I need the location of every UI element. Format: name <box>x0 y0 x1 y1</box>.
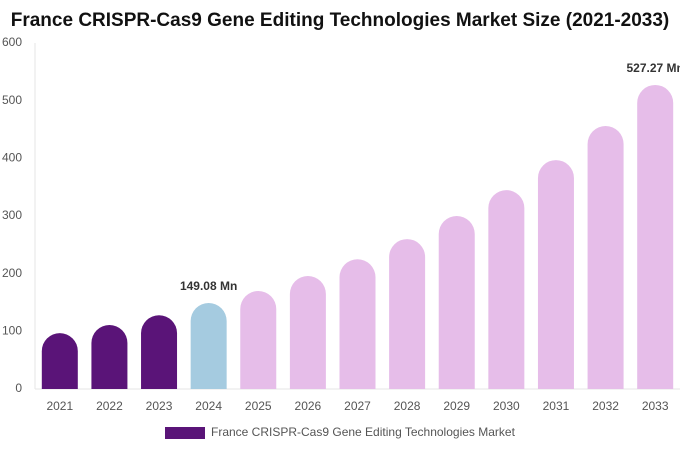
bar <box>488 190 525 389</box>
x-tick-label: 2033 <box>642 399 669 413</box>
y-tick-label: 600 <box>2 35 22 49</box>
x-tick-label: 2021 <box>46 399 73 413</box>
value-label: 527.27 Mn <box>627 61 680 75</box>
bar <box>438 216 475 389</box>
bar <box>240 290 277 389</box>
bar <box>537 160 574 389</box>
y-tick-label: 300 <box>2 208 22 222</box>
x-tick-label: 2029 <box>443 399 470 413</box>
bar <box>637 84 674 389</box>
legend-swatch <box>165 427 205 439</box>
x-tick-label: 2032 <box>592 399 619 413</box>
x-tick-label: 2030 <box>493 399 520 413</box>
y-tick-label: 200 <box>2 266 22 280</box>
x-tick-label: 2026 <box>295 399 322 413</box>
bar <box>190 303 227 389</box>
legend-label: France CRISPR-Cas9 Gene Editing Technolo… <box>211 425 516 439</box>
x-tick-label: 2022 <box>96 399 123 413</box>
y-tick-label: 500 <box>2 93 22 107</box>
x-tick-label: 2028 <box>394 399 421 413</box>
bar <box>141 315 178 389</box>
x-tick-label: 2024 <box>195 399 222 413</box>
bar <box>41 333 78 389</box>
y-tick-label: 0 <box>15 381 22 395</box>
x-tick-label: 2025 <box>245 399 272 413</box>
x-tick-label: 2031 <box>543 399 570 413</box>
x-tick-label: 2027 <box>344 399 371 413</box>
bar <box>289 275 326 389</box>
x-tick-label: 2023 <box>146 399 173 413</box>
chart-title: France CRISPR-Cas9 Gene Editing Technolo… <box>11 10 670 31</box>
value-label: 149.08 Mn <box>180 279 237 293</box>
bar <box>339 259 376 389</box>
y-tick-label: 400 <box>2 151 22 165</box>
y-tick-label: 100 <box>2 324 22 338</box>
bar <box>587 126 624 390</box>
bar <box>389 239 426 389</box>
bar <box>91 324 128 389</box>
